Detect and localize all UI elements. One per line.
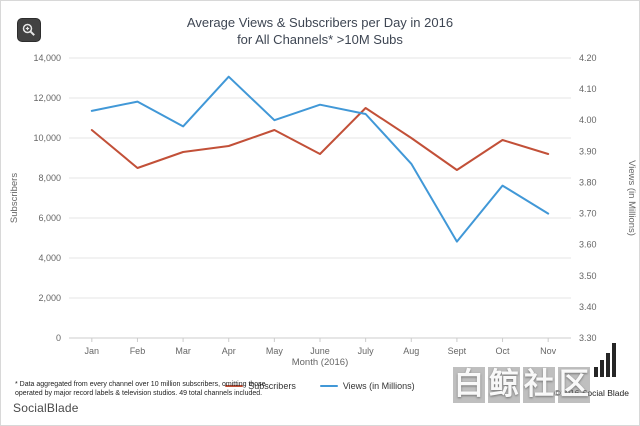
views-line-swatch bbox=[319, 385, 338, 387]
x-axis-tick-label: Jan bbox=[85, 346, 100, 356]
subscribers-line-swatch bbox=[225, 385, 244, 387]
x-axis-tick-label: Aug bbox=[403, 346, 419, 356]
socialblade-logo: SocialBlade bbox=[13, 401, 79, 415]
right-axis-tick-label: 3.70 bbox=[579, 209, 597, 219]
copyright: ©2016 Social Blade bbox=[554, 388, 629, 398]
series-line-subscribers bbox=[90, 107, 550, 171]
left-axis-tick-label: 6,000 bbox=[38, 213, 61, 223]
legend-item-subscribers[interactable]: Subscribers bbox=[225, 381, 296, 391]
x-axis-tick-label: Oct bbox=[496, 346, 511, 356]
left-axis-tick-label: 4,000 bbox=[38, 253, 61, 263]
chart-title-line2: for All Channels* >10M Subs bbox=[237, 32, 403, 47]
magnifier-plus-icon bbox=[22, 23, 35, 36]
x-axis-tick-label: May bbox=[266, 346, 284, 356]
x-axis-tick-label: July bbox=[358, 346, 375, 356]
right-axis-tick-label: 3.90 bbox=[579, 146, 597, 156]
left-axis-tick-label: 8,000 bbox=[38, 173, 61, 183]
footnote-line1: * Data aggregated from every channel ove… bbox=[15, 381, 266, 388]
x-axis-tick-label: Sept bbox=[448, 346, 467, 356]
footnote: * Data aggregated from every channel ove… bbox=[15, 380, 266, 398]
legend: Subscribers Views (in Millions) bbox=[1, 381, 639, 391]
x-axis-tick-label: Nov bbox=[540, 346, 557, 356]
x-axis-tick-label: Mar bbox=[175, 346, 191, 356]
right-axis-tick-label: 4.10 bbox=[579, 84, 597, 94]
left-axis-tick-label: 14,000 bbox=[33, 53, 61, 63]
right-axis-tick-label: 4.00 bbox=[579, 115, 597, 125]
y-axis-title-right: Views (in Millions) bbox=[626, 160, 637, 236]
bar-chart-icon bbox=[594, 343, 616, 377]
left-axis-tick-label: 0 bbox=[56, 333, 61, 343]
footnote-line2: operated by major record labels & televi… bbox=[15, 390, 263, 397]
series-line-views bbox=[90, 75, 550, 243]
zoom-in-button[interactable] bbox=[17, 18, 41, 42]
right-axis-tick-label: 3.60 bbox=[579, 240, 597, 250]
left-axis-tick-label: 12,000 bbox=[33, 93, 61, 103]
y-axis-title-left: Subscribers bbox=[9, 173, 20, 223]
left-axis-tick-label: 10,000 bbox=[33, 133, 61, 143]
legend-item-views[interactable]: Views (in Millions) bbox=[319, 381, 415, 391]
chart-title: Average Views & Subscribers per Day in 2… bbox=[1, 14, 639, 48]
x-axis-tick-label: Feb bbox=[130, 346, 146, 356]
legend-label-subscribers: Subscribers bbox=[248, 381, 296, 391]
x-axis-title: Month (2016) bbox=[292, 357, 349, 368]
x-axis-tick-label: June bbox=[310, 346, 330, 356]
right-axis-tick-label: 3.50 bbox=[579, 271, 597, 281]
left-axis-tick-label: 2,000 bbox=[38, 293, 61, 303]
right-axis-tick-label: 3.80 bbox=[579, 177, 597, 187]
legend-label-views: Views (in Millions) bbox=[342, 381, 415, 391]
x-axis-tick-label: Apr bbox=[222, 346, 236, 356]
chart-title-line1: Average Views & Subscribers per Day in 2… bbox=[186, 15, 454, 30]
right-axis-tick-label: 3.30 bbox=[579, 333, 597, 343]
right-axis-tick-label: 4.20 bbox=[579, 53, 597, 63]
right-axis-tick-label: 3.40 bbox=[579, 302, 597, 312]
